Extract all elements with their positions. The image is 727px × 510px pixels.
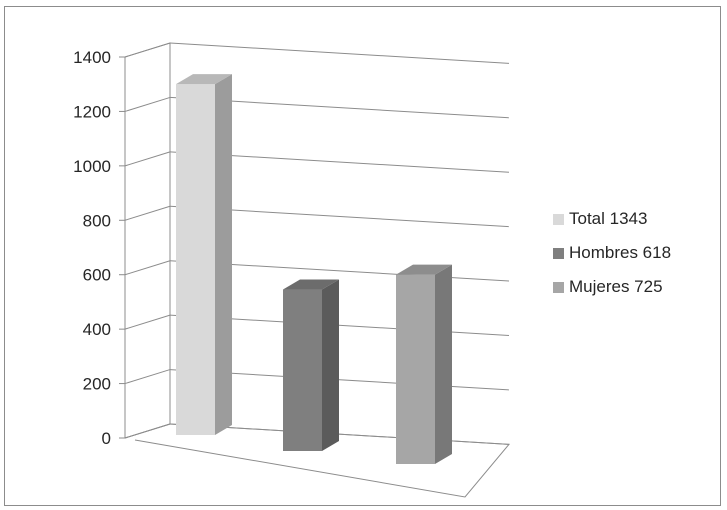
bar-hombres-front bbox=[283, 289, 322, 451]
y-tick-label: 400 bbox=[83, 320, 111, 339]
bar-mujeres-top bbox=[396, 264, 452, 275]
bar-total-top bbox=[176, 74, 232, 85]
gridline bbox=[169, 42, 510, 64]
y-axis-ticks: 0 200 400 600 800 1000 1200 1400 bbox=[73, 48, 111, 448]
legend-item-mujeres: Mujeres 725 bbox=[553, 272, 721, 302]
legend-item-hombres: Hombres 618 bbox=[553, 238, 721, 268]
bar-hombres-side bbox=[322, 279, 339, 451]
bar-hombres bbox=[283, 279, 339, 451]
y-tick-label: 1400 bbox=[73, 48, 111, 67]
bar-mujeres-side bbox=[435, 264, 452, 464]
legend-swatch-hombres bbox=[553, 247, 564, 259]
legend-label-mujeres: Mujeres 725 bbox=[569, 277, 663, 296]
gridline-side bbox=[124, 151, 171, 167]
y-tick-label: 1000 bbox=[73, 157, 111, 176]
y-tick-label: 800 bbox=[83, 211, 111, 230]
gridline-side bbox=[124, 369, 171, 385]
gridline-side bbox=[124, 314, 171, 330]
gridline-side bbox=[124, 423, 171, 439]
gridline-side bbox=[124, 205, 171, 221]
bar-total-side bbox=[215, 74, 232, 436]
legend: Total 1343 Hombres 618 Mujeres 725 bbox=[553, 204, 721, 306]
bar-total-front bbox=[176, 84, 215, 436]
legend-label-hombres: Hombres 618 bbox=[569, 243, 672, 262]
y-tick-label: 0 bbox=[102, 429, 111, 448]
bar-total bbox=[176, 74, 232, 436]
legend-label-total: Total 1343 bbox=[569, 209, 648, 228]
legend-swatch-total bbox=[553, 213, 564, 225]
bars bbox=[176, 74, 452, 464]
y-tick-label: 600 bbox=[83, 266, 111, 285]
side-wall bbox=[124, 42, 171, 439]
legend-item-total: Total 1343 bbox=[553, 204, 721, 234]
y-tick-label: 1200 bbox=[73, 102, 111, 121]
bar-mujeres-front bbox=[396, 274, 435, 464]
gridline-side bbox=[124, 42, 171, 58]
chart-frame bbox=[4, 6, 721, 506]
gridline-side bbox=[124, 260, 171, 276]
legend-swatch-mujeres bbox=[553, 281, 564, 293]
gridline-side bbox=[124, 96, 171, 112]
y-tick-label: 200 bbox=[83, 375, 111, 394]
bar-hombres-top bbox=[283, 279, 339, 290]
bar-mujeres bbox=[396, 264, 452, 464]
